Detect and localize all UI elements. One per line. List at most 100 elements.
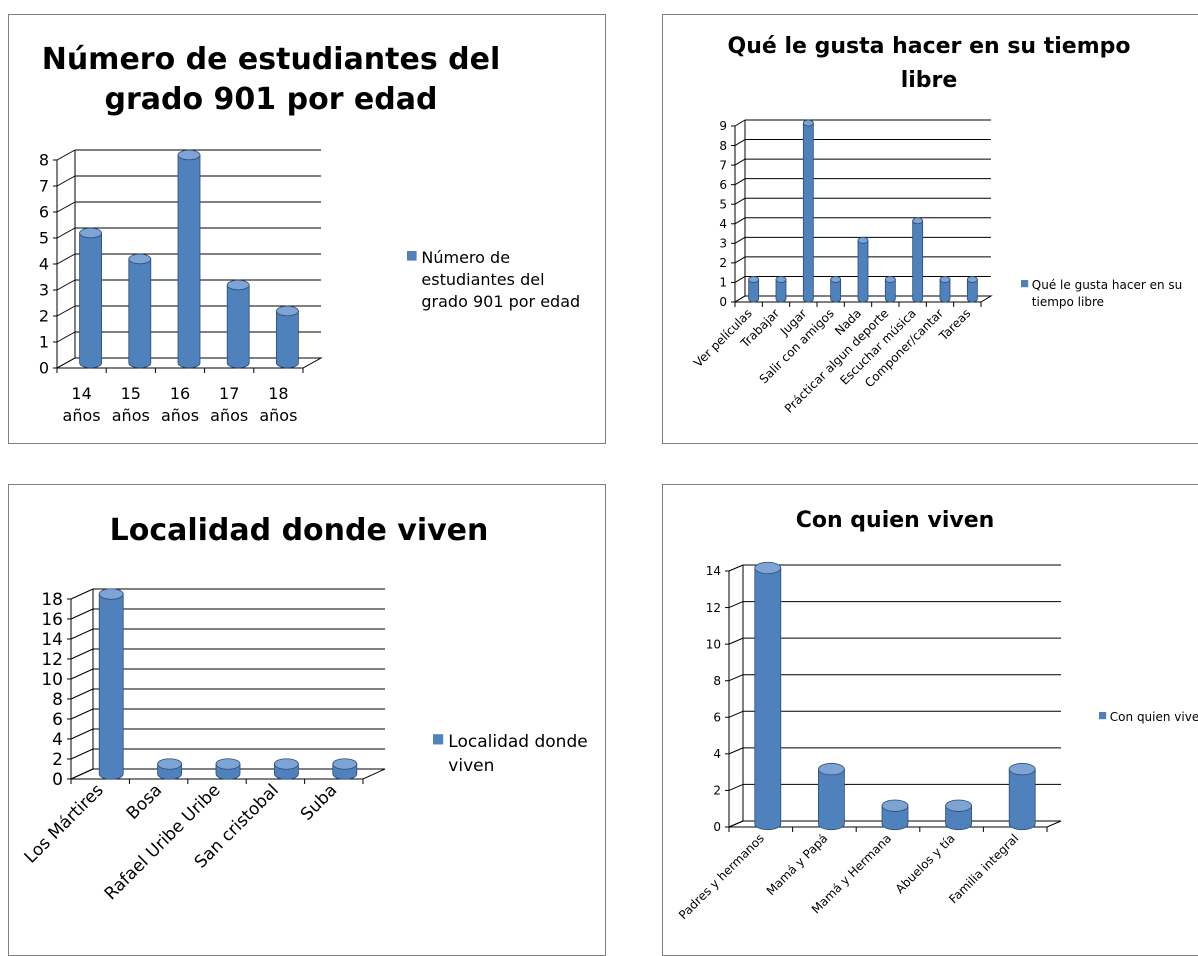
y-tick-label: 8 [719,139,727,153]
bar-top [79,227,102,239]
bar-body [775,279,787,303]
gridline-side [728,674,744,682]
bar-body [276,310,299,369]
floor [70,768,386,780]
y-tick-label: 16 [41,610,63,630]
bar-body [818,768,845,831]
bar [830,276,842,303]
y-tick-label: 12 [41,650,63,670]
x-tick-label: Mamá y Papá [764,831,831,898]
chart-con-quien: Con quien viven 0 2 4 6 8 10 12 14 Padres y herma… [676,508,1198,922]
legend: Qué le gusta hacer en su tiempo libre [1021,278,1182,309]
bar-body [754,567,782,831]
legend-label: Número de [421,248,510,267]
legend-label: Con quien viven [1110,710,1198,724]
y-tick-label: 6 [39,203,49,222]
y-tick-label: 4 [719,217,727,231]
x-tick-label: 18 [268,384,288,403]
bar-top [945,799,973,812]
x-tick-label: 17 [219,384,239,403]
y-tick-label: 1 [39,333,49,352]
bar-top [830,276,842,283]
chart-title: Localidad donde viven [110,513,489,548]
bar-top [748,276,760,283]
legend: Con quien viven [1099,710,1198,724]
y-tick-label: 5 [719,197,727,211]
x-tick-label: Padres y hermanos [676,831,767,922]
y-tick-label: 3 [39,281,49,300]
floor [55,357,323,369]
bar [966,276,978,303]
legend-label: viven [448,756,494,776]
gridline-side [70,728,94,740]
gridline-side [70,748,94,760]
bar [79,227,102,369]
gridline-side [70,648,94,660]
bar [177,149,201,369]
y-tick-label: 12 [706,601,721,615]
chart-panel-con-quien: Con quien viven 0 2 4 6 8 10 12 14 Padres y herma… [662,484,1198,956]
bar-body [79,232,102,369]
bar-top [754,561,782,575]
gridline-side [734,276,746,283]
x-tick-label: años [112,406,150,425]
x-tick-label: 14 [71,384,91,403]
bar-top [128,253,152,265]
bar-top [273,758,299,770]
bar [881,799,909,831]
gridline-side [70,708,94,720]
x-tick-label: años [161,406,199,425]
bar-top [857,236,869,244]
gridline-side [728,601,744,609]
bar [332,758,358,780]
y-tick-label: 0 [719,295,727,309]
bar-body [881,805,909,831]
x-tick-label: Bosa [123,780,166,823]
bar-top [912,217,924,225]
bar-top [177,149,201,161]
gridline-side [734,119,746,127]
bar [857,236,869,303]
bar [912,217,924,303]
y-tick-label: 10 [706,637,721,651]
gridline-side [728,783,744,791]
legend-swatch [1021,280,1029,288]
gridline-side [56,253,76,265]
bar [748,276,760,303]
bar-top [939,276,951,283]
bar [157,758,183,780]
bar-body [830,279,842,303]
y-tick-label: 1 [719,276,727,290]
y-tick-label: 3 [719,237,727,251]
y-tick-label: 6 [52,710,63,730]
chart-group: Número de estudiantes del grado 901 por e… [39,42,580,425]
bar-top [802,119,814,127]
gridline-side [70,688,94,700]
y-tick-label: 6 [719,178,727,192]
y-tick-label: 8 [713,674,721,688]
x-tick-label: 16 [170,384,190,403]
bar-top [332,758,358,770]
y-tick-label: 2 [52,750,63,770]
legend-swatch [407,251,417,261]
bar [817,763,845,831]
legend-label: Qué le gusta hacer en su [1032,278,1182,292]
bar [273,758,299,780]
y-tick-label: 0 [713,820,721,834]
legend-label: Localidad donde [448,732,587,752]
y-tick-label: 8 [39,151,49,170]
y-tick-label: 14 [41,630,63,650]
bar-body [912,220,924,303]
legend-swatch [433,734,444,745]
bar [775,276,787,303]
chart-panel-localidad: Localidad donde viven 0 2 4 6 8 10 12 14 16 18 Los … [8,484,606,956]
bar-top [775,276,787,283]
bar [275,305,299,369]
gridline-side [734,217,746,225]
legend-swatch [1099,712,1107,720]
gridline-side [728,637,744,645]
legend: Número de estudiantes del grado 901 por ed… [407,248,580,311]
gridline-side [728,710,744,718]
